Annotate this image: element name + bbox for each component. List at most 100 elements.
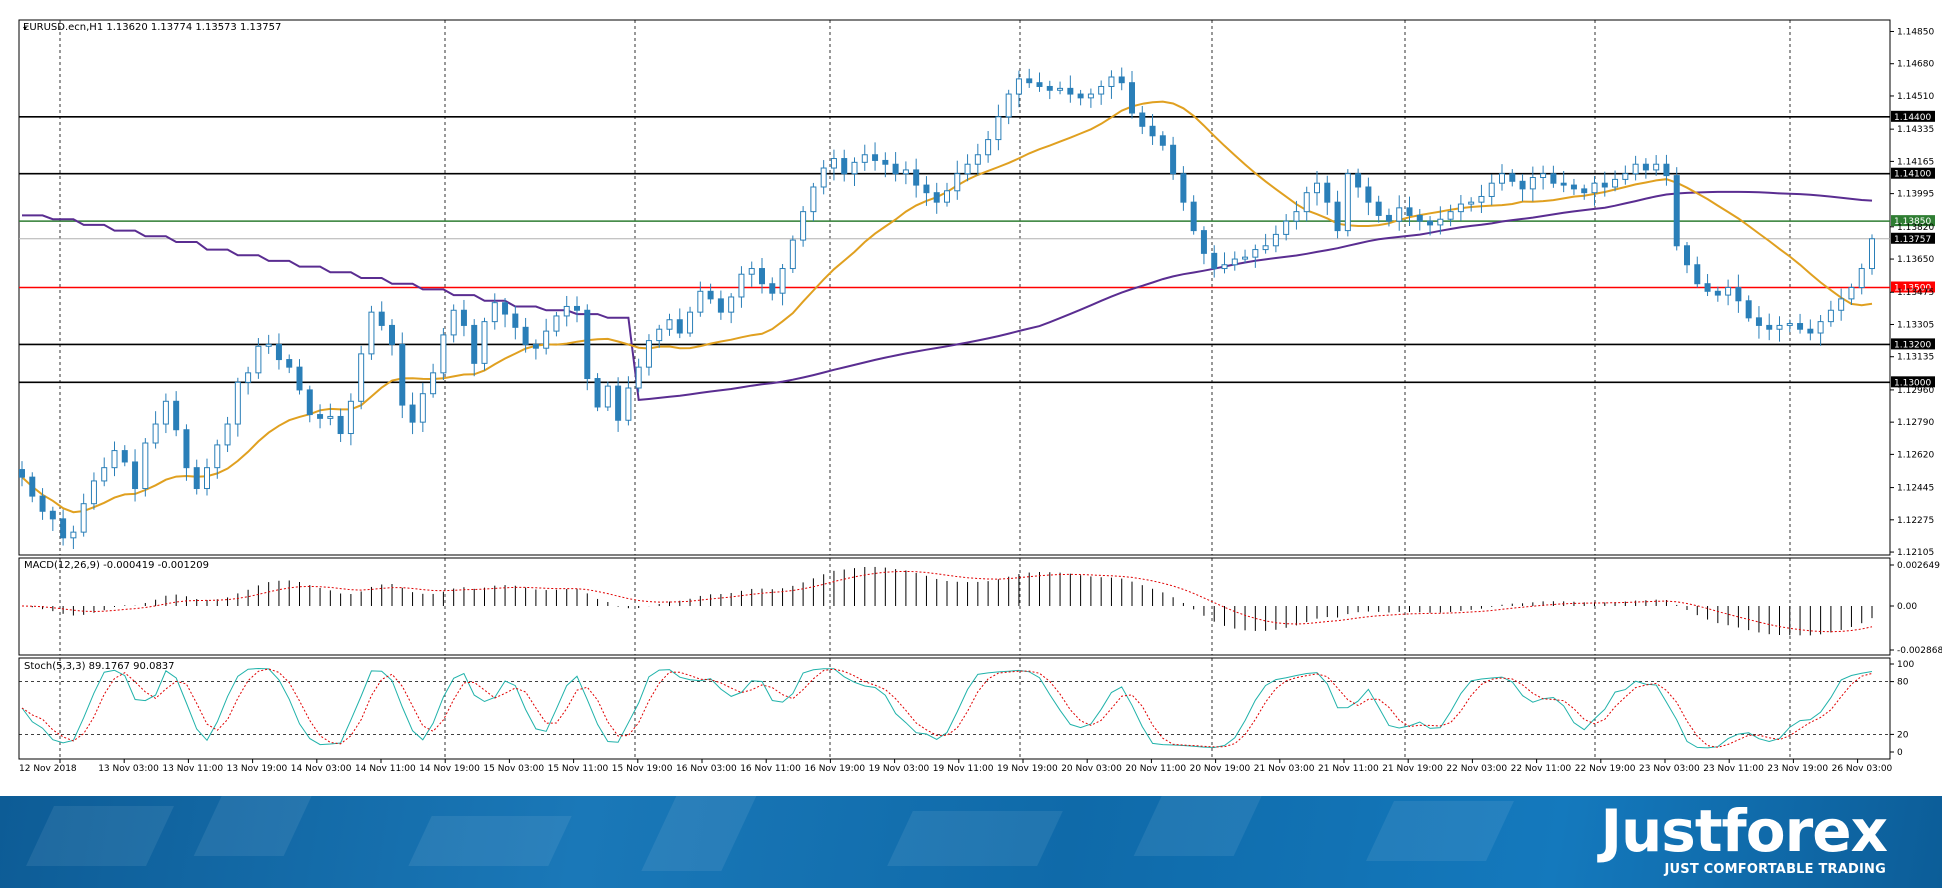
level-tag-label: 1.14400: [1894, 113, 1931, 123]
candle-body: [430, 372, 437, 395]
candle-body: [748, 268, 755, 275]
candle-body: [440, 334, 447, 374]
candle-body: [162, 400, 169, 425]
candle-body: [1046, 85, 1053, 91]
candle-body: [1252, 249, 1259, 258]
price-tick-label: 1.12960: [1897, 386, 1934, 396]
candle-body: [450, 309, 457, 336]
candle-body: [1427, 220, 1434, 226]
justforex-logo[interactable]: Justforex: [1600, 797, 1888, 865]
candle-body: [1180, 173, 1187, 203]
candle-body: [1118, 76, 1125, 84]
candle-body: [1057, 87, 1064, 91]
candle-body: [1797, 323, 1804, 330]
candle-body: [409, 404, 416, 423]
candle-body: [419, 393, 426, 423]
price-tick-label: 1.14335: [1897, 125, 1934, 135]
candle-body: [974, 154, 981, 165]
stoch-k-line: [21, 667, 1873, 749]
candle-body: [738, 273, 745, 298]
candle-body: [1129, 82, 1135, 114]
candle-body: [1858, 268, 1865, 288]
time-tick-label: 15 Nov 19:00: [612, 764, 673, 774]
candle-body: [368, 311, 375, 355]
time-tick-label: 19 Nov 11:00: [933, 764, 994, 774]
level-tag-label: 1.13850: [1894, 217, 1931, 227]
price-tick-label: 1.14680: [1897, 60, 1934, 70]
candle-body: [1231, 258, 1238, 266]
candle-body: [224, 423, 231, 446]
candle-body: [389, 324, 395, 345]
time-tick-label: 21 Nov 19:00: [1382, 764, 1443, 774]
candle-body: [1540, 173, 1547, 179]
candle-body: [1190, 201, 1197, 232]
candle-body: [193, 467, 200, 490]
candle-body: [985, 139, 992, 156]
candle-body: [1612, 178, 1619, 188]
candle-body: [471, 324, 478, 364]
price-tick-label: 1.14165: [1897, 157, 1934, 167]
candle-body: [1807, 328, 1814, 334]
candle-body: [111, 450, 118, 469]
candle-body: [1632, 163, 1639, 175]
candle-body: [944, 190, 950, 203]
time-tick-label: 20 Nov 19:00: [1190, 764, 1251, 774]
time-tick-label: 16 Nov 19:00: [804, 764, 865, 774]
candle-body: [1869, 238, 1875, 270]
time-tick-label: 14 Nov 11:00: [355, 764, 416, 774]
macd-signal-line: [21, 570, 1873, 633]
candle-body: [1827, 309, 1834, 323]
candle-body: [1786, 323, 1793, 326]
candle-body: [1344, 173, 1351, 232]
price-tick-label: 1.14510: [1897, 92, 1934, 102]
candle-body: [337, 415, 344, 435]
candle-body: [1334, 201, 1341, 232]
time-tick-label: 12 Nov 2018: [19, 764, 77, 774]
candle-body: [275, 343, 282, 361]
candle-body: [933, 192, 940, 203]
candle-body: [1704, 283, 1711, 292]
price-tick-label: 1.13305: [1897, 320, 1934, 330]
candle-body: [70, 531, 77, 539]
price-tick-label: 1.13135: [1897, 353, 1934, 363]
level-tag-label: 1.13000: [1894, 378, 1931, 388]
candle-body: [553, 315, 560, 332]
price-tick-label: 1.13650: [1897, 255, 1934, 265]
candle-body: [1488, 182, 1495, 197]
candle-body: [625, 387, 632, 421]
candle-body: [1098, 85, 1105, 95]
candle-body: [173, 400, 180, 431]
candle-body: [635, 366, 642, 389]
candle-body: [872, 154, 879, 161]
candle-body: [563, 305, 570, 317]
candle-body: [1149, 125, 1156, 137]
candle-body: [1447, 211, 1454, 220]
macd-tick-label: -0.002868: [1897, 646, 1942, 656]
candle-body: [1283, 220, 1290, 235]
candle-body: [183, 429, 190, 469]
chevron-down-icon[interactable]: [23, 27, 27, 30]
candle-body: [913, 169, 920, 186]
candle-body: [512, 313, 519, 328]
time-tick-label: 20 Nov 11:00: [1125, 764, 1186, 774]
candle-body: [995, 116, 1002, 141]
candle-body: [892, 163, 899, 175]
candle-body: [1694, 264, 1701, 285]
candle-body: [728, 296, 735, 313]
candle-body: [800, 211, 807, 241]
candle-body: [841, 158, 848, 175]
candle-body: [1314, 182, 1320, 194]
slow-moving-average-line: [22, 190, 1873, 401]
candle-body: [378, 311, 385, 326]
candle-body: [1684, 245, 1690, 266]
level-tag: [1891, 110, 1935, 122]
candle-body: [1776, 324, 1783, 330]
stoch-panel: [18, 657, 1891, 760]
candle-body: [954, 173, 961, 192]
candle-body: [1653, 163, 1660, 171]
price-tick-label: 1.12620: [1897, 450, 1934, 460]
candle-body: [1036, 82, 1043, 87]
current-price-label: 1.13757: [1894, 235, 1931, 245]
candle-body: [1755, 317, 1762, 326]
